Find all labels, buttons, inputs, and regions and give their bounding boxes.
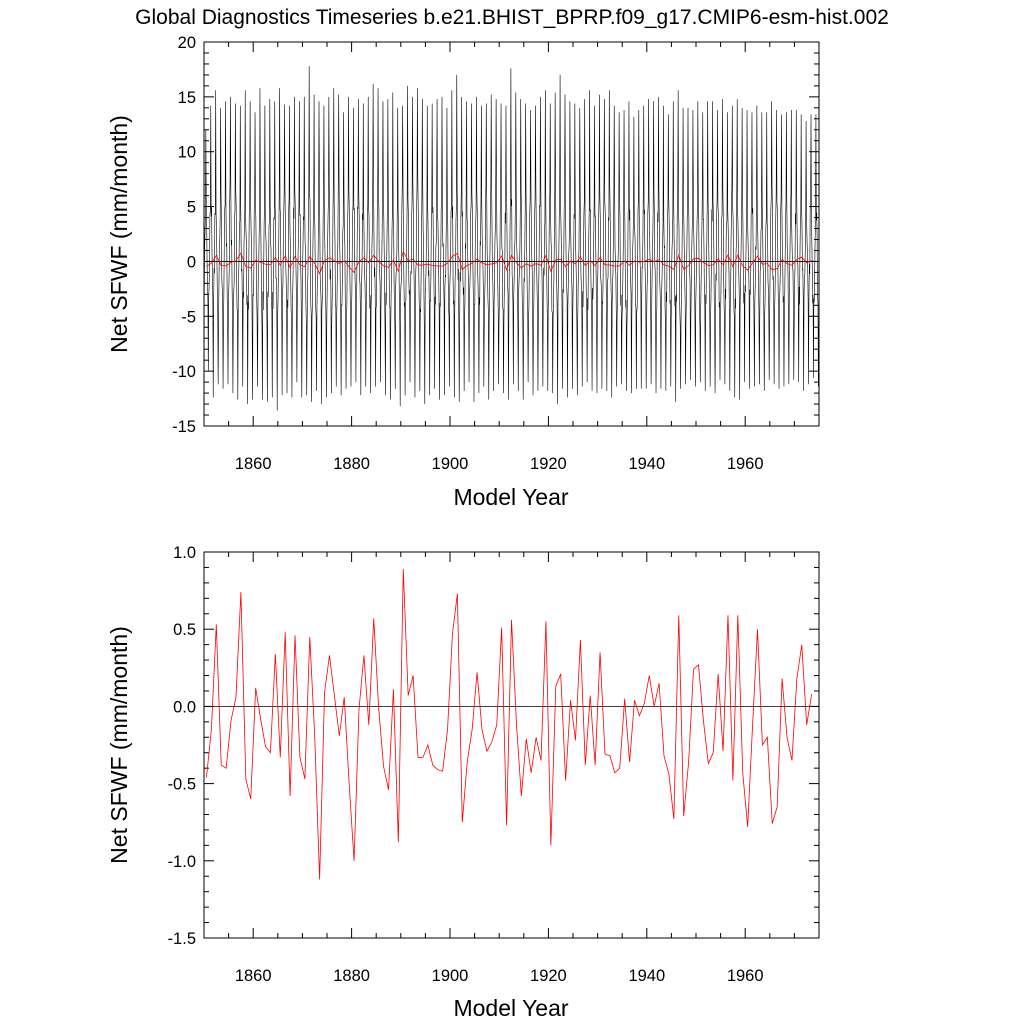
bottom-plot-frame: [203, 551, 820, 939]
top-ytick-label: -15: [172, 418, 196, 436]
top-ytick-label: -5: [181, 308, 196, 326]
bottom-xtick-label: 1960: [727, 967, 764, 985]
bottom-xtick-label: 1940: [628, 967, 665, 985]
top-xtick-label: 1880: [333, 455, 370, 473]
top-xtick-label: 1860: [235, 455, 272, 473]
bottom-ytick-label: -1.5: [168, 930, 196, 948]
bottom-xtick-label: 1860: [235, 967, 272, 985]
top-x-axis-label: Model Year: [453, 484, 568, 510]
top-y-axis-label: Net SFWF (mm/month): [106, 115, 132, 353]
bottom-xtick-label: 1900: [432, 967, 469, 985]
bottom-ytick-label: 0.0: [173, 698, 196, 716]
bottom-xtick-label: 1880: [333, 967, 370, 985]
top-x-tick-labels: 1860 1880 1900 1920 1940 1960: [235, 455, 764, 473]
top-plot-frame: [203, 41, 820, 427]
top-ytick-label: 10: [178, 144, 196, 162]
bottom-annual-series: [206, 568, 813, 880]
bottom-y-tick-labels: -1.5 -1.0 -0.5 0.0 0.5 1.0: [168, 544, 196, 948]
bottom-tick-marks: [203, 551, 820, 939]
bottom-panel: -1.5 -1.0 -0.5 0.0 0.5 1.0 1860 1880 1900 1920 19…: [106, 544, 820, 1021]
bottom-x-tick-labels: 1860 1880 1900 1920 1940 1960: [235, 967, 764, 985]
bottom-ytick-label: 1.0: [173, 544, 196, 562]
bottom-series-group: [206, 568, 813, 880]
top-xtick-label: 1900: [432, 455, 469, 473]
top-annual-series: [206, 250, 812, 275]
top-tick-marks: [203, 41, 820, 427]
top-ytick-label: 20: [178, 34, 196, 52]
top-xtick-label: 1940: [628, 455, 665, 473]
bottom-y-axis-label: Net SFWF (mm/month): [106, 626, 132, 864]
top-xtick-label: 1920: [530, 455, 567, 473]
top-y-tick-labels: -15 -10 -5 0 5 10 15 20: [172, 34, 196, 436]
top-ytick-label: 0: [187, 253, 196, 271]
bottom-ytick-label: -0.5: [168, 776, 196, 794]
top-panel: -15 -10 -5 0 5 10 15 20 1860 1880 1900 1920 1940 196…: [106, 34, 820, 510]
bottom-ytick-label: 0.5: [173, 621, 196, 639]
bottom-ytick-label: -1.0: [168, 853, 196, 871]
top-xtick-label: 1960: [727, 455, 764, 473]
top-series-group: [203, 66, 820, 411]
top-monthly-series: [203, 66, 820, 411]
top-ytick-label: 15: [178, 89, 196, 107]
bottom-x-axis-label: Model Year: [453, 995, 568, 1021]
figure-title: Global Diagnostics Timeseries b.e21.BHIS…: [135, 6, 889, 29]
top-ytick-label: 5: [187, 199, 196, 217]
bottom-xtick-label: 1920: [530, 967, 567, 985]
top-ytick-label: -10: [172, 363, 196, 381]
